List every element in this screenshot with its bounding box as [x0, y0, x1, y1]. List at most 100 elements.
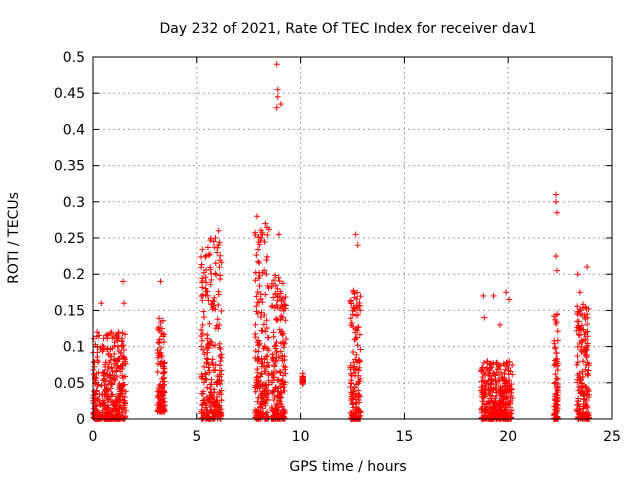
data-point: [218, 397, 225, 404]
data-point: [263, 271, 270, 278]
data-point: [496, 321, 503, 328]
data-point: [198, 406, 205, 413]
data-point: [204, 356, 211, 363]
data-point: [255, 413, 262, 420]
data-point: [351, 394, 358, 401]
data-point: [108, 329, 115, 336]
data-point: [263, 257, 270, 264]
data-point: [584, 359, 591, 366]
data-point: [161, 360, 168, 367]
data-point: [263, 392, 270, 399]
data-point: [280, 384, 287, 391]
data-point: [281, 381, 288, 388]
data-point: [98, 382, 105, 389]
data-point: [268, 370, 275, 377]
data-point: [109, 391, 116, 398]
data-point: [263, 325, 270, 332]
data-point: [255, 394, 262, 401]
data-point: [499, 393, 506, 400]
data-point: [585, 367, 592, 374]
data-point: [280, 307, 287, 314]
data-point: [107, 346, 114, 353]
data-point: [211, 412, 218, 419]
data-point: [206, 320, 213, 327]
data-point: [215, 288, 222, 295]
data-point: [482, 378, 489, 385]
data-point: [277, 394, 284, 401]
data-point: [200, 308, 207, 315]
data-point: [351, 369, 358, 376]
data-point: [553, 408, 560, 415]
data-point: [353, 351, 360, 358]
data-point: [95, 359, 102, 366]
data-point: [554, 387, 561, 394]
data-point: [299, 381, 306, 388]
data-point: [198, 343, 205, 350]
data-point: [276, 278, 283, 285]
data-point: [252, 321, 259, 328]
x-tick-label: 0: [89, 429, 98, 445]
data-point: [350, 349, 357, 356]
y-tick-label: 0.35: [54, 159, 85, 175]
y-tick-label: 0.3: [63, 195, 85, 211]
data-point: [271, 374, 278, 381]
data-point: [574, 359, 581, 366]
data-point: [479, 391, 486, 398]
data-point: [583, 346, 590, 353]
data-point: [578, 337, 585, 344]
chart-title: Day 232 of 2021, Rate Of TEC Index for r…: [159, 21, 536, 37]
data-point: [202, 274, 209, 281]
data-point: [580, 336, 587, 343]
data-point: [203, 288, 210, 295]
data-point: [261, 267, 268, 274]
data-point: [486, 360, 493, 367]
data-point: [352, 356, 359, 363]
data-point: [584, 342, 591, 349]
data-point: [213, 271, 220, 278]
data-point: [215, 302, 222, 309]
data-point: [256, 241, 263, 248]
data-point: [216, 321, 223, 328]
x-tick-labels: 0 5 10 15 20 25: [89, 429, 621, 445]
data-point: [505, 371, 512, 378]
data-point: [576, 406, 583, 413]
data-point: [200, 379, 207, 386]
data-point: [504, 359, 511, 366]
data-point: [215, 242, 222, 249]
data-point: [507, 397, 514, 404]
data-point: [158, 353, 165, 360]
data-point: [282, 317, 289, 324]
data-point: [160, 375, 167, 382]
data-point: [577, 414, 584, 421]
data-point: [573, 361, 580, 368]
data-point: [281, 387, 288, 394]
data-point: [102, 409, 109, 416]
data-point: [111, 401, 118, 408]
data-point: [355, 387, 362, 394]
data-point: [91, 371, 98, 378]
data-point: [585, 372, 592, 379]
data-point: [207, 264, 214, 271]
data-point: [90, 392, 97, 399]
data-point: [281, 366, 288, 373]
data-point: [99, 397, 106, 404]
data-point: [252, 347, 259, 354]
data-point: [552, 191, 559, 198]
data-point: [575, 383, 582, 390]
data-point: [584, 311, 591, 318]
data-point: [493, 393, 500, 400]
data-point: [272, 272, 279, 279]
data-point: [552, 415, 559, 422]
data-point: [255, 246, 262, 253]
data-point: [199, 337, 206, 344]
data-point: [104, 373, 111, 380]
data-point: [212, 260, 219, 267]
data-point: [198, 326, 205, 333]
data-point: [253, 376, 260, 383]
data-point: [212, 342, 219, 349]
data-point: [217, 415, 224, 422]
data-point: [160, 338, 167, 345]
data-point: [490, 399, 497, 406]
data-point: [199, 277, 206, 284]
data-point: [499, 400, 506, 407]
